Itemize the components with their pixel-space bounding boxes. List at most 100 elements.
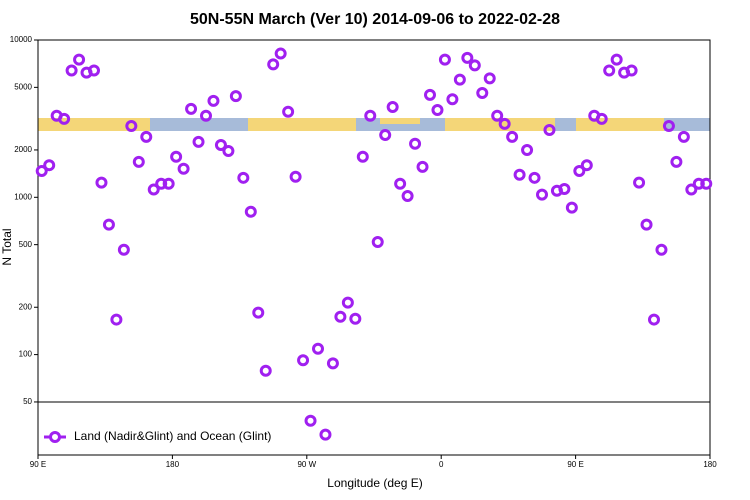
point bbox=[364, 109, 377, 122]
legend-label: Land (Nadir&Glint) and Ocean (Glint) bbox=[74, 429, 271, 443]
point bbox=[319, 428, 332, 441]
point bbox=[214, 139, 227, 152]
point bbox=[506, 130, 519, 143]
point bbox=[633, 176, 646, 189]
point bbox=[88, 64, 100, 77]
point bbox=[453, 73, 466, 86]
point bbox=[35, 164, 48, 177]
y-tick-label: 2000 bbox=[14, 145, 32, 154]
point bbox=[132, 155, 145, 168]
point bbox=[409, 137, 422, 150]
point bbox=[222, 144, 235, 157]
x-tick-label: 90 E bbox=[567, 460, 583, 469]
point bbox=[468, 59, 481, 72]
point bbox=[677, 130, 690, 143]
point bbox=[528, 171, 541, 184]
point bbox=[438, 53, 451, 66]
y-tick-label: 10000 bbox=[10, 35, 33, 44]
point bbox=[685, 183, 698, 196]
point bbox=[326, 357, 339, 370]
point bbox=[102, 218, 115, 231]
point bbox=[341, 296, 354, 309]
point bbox=[461, 51, 474, 64]
point bbox=[394, 177, 407, 190]
point bbox=[573, 164, 586, 177]
point bbox=[521, 143, 534, 156]
point bbox=[192, 135, 205, 148]
point bbox=[565, 201, 578, 214]
point bbox=[304, 414, 317, 427]
point bbox=[155, 177, 168, 190]
y-tick-label: 5000 bbox=[14, 82, 32, 91]
y-axis-label: N Total bbox=[0, 228, 14, 265]
point bbox=[655, 243, 668, 256]
x-tick-label: 0 bbox=[439, 460, 444, 469]
point bbox=[95, 176, 108, 189]
x-axis-label: Longitude (deg E) bbox=[327, 476, 422, 490]
point bbox=[670, 155, 683, 168]
y-tick-label: 1000 bbox=[14, 192, 32, 201]
y-tick-label: 500 bbox=[19, 240, 33, 249]
point bbox=[162, 177, 175, 190]
point bbox=[543, 123, 556, 136]
point bbox=[356, 150, 369, 163]
x-tick-label: 90 W bbox=[297, 460, 316, 469]
point bbox=[200, 109, 212, 122]
point bbox=[252, 306, 265, 319]
point bbox=[244, 205, 257, 218]
point bbox=[386, 101, 399, 114]
point bbox=[625, 64, 638, 77]
y-tick-label: 50 bbox=[23, 397, 32, 406]
x-tick-label: 180 bbox=[166, 460, 180, 469]
point bbox=[640, 218, 653, 231]
point bbox=[513, 168, 526, 181]
point bbox=[125, 119, 138, 132]
point bbox=[603, 64, 616, 77]
point bbox=[140, 130, 153, 143]
point bbox=[648, 313, 660, 326]
point bbox=[595, 112, 608, 125]
y-tick-label: 200 bbox=[19, 302, 33, 311]
legend-marker bbox=[49, 431, 61, 443]
point bbox=[446, 93, 459, 106]
point bbox=[312, 342, 324, 355]
point bbox=[282, 105, 295, 118]
point bbox=[170, 150, 183, 163]
point bbox=[334, 310, 347, 323]
chart-title: 50N-55N March (Ver 10) 2014-09-06 to 202… bbox=[190, 11, 560, 28]
point bbox=[416, 160, 429, 173]
point bbox=[401, 189, 414, 202]
point bbox=[297, 354, 310, 367]
point bbox=[207, 94, 220, 107]
point bbox=[610, 53, 623, 66]
point bbox=[259, 364, 272, 377]
plot-frame bbox=[37, 39, 711, 456]
point bbox=[274, 47, 287, 60]
point bbox=[229, 90, 242, 103]
point bbox=[371, 235, 384, 248]
point bbox=[700, 177, 713, 190]
x-tick-label: 180 bbox=[703, 460, 717, 469]
point bbox=[117, 243, 130, 256]
point bbox=[424, 88, 436, 101]
point bbox=[65, 64, 78, 77]
point bbox=[185, 102, 198, 115]
point bbox=[692, 177, 705, 190]
point bbox=[147, 183, 160, 196]
point bbox=[558, 182, 571, 195]
point bbox=[379, 128, 392, 141]
point bbox=[58, 112, 71, 125]
point bbox=[73, 53, 86, 66]
point bbox=[289, 170, 302, 183]
point bbox=[491, 109, 504, 122]
y-tick-label: 100 bbox=[19, 350, 33, 359]
point bbox=[431, 103, 444, 116]
point bbox=[580, 159, 593, 172]
point bbox=[267, 58, 280, 71]
point bbox=[498, 117, 511, 130]
point bbox=[177, 162, 190, 175]
point bbox=[662, 119, 675, 132]
point bbox=[43, 159, 56, 172]
point bbox=[349, 312, 362, 325]
